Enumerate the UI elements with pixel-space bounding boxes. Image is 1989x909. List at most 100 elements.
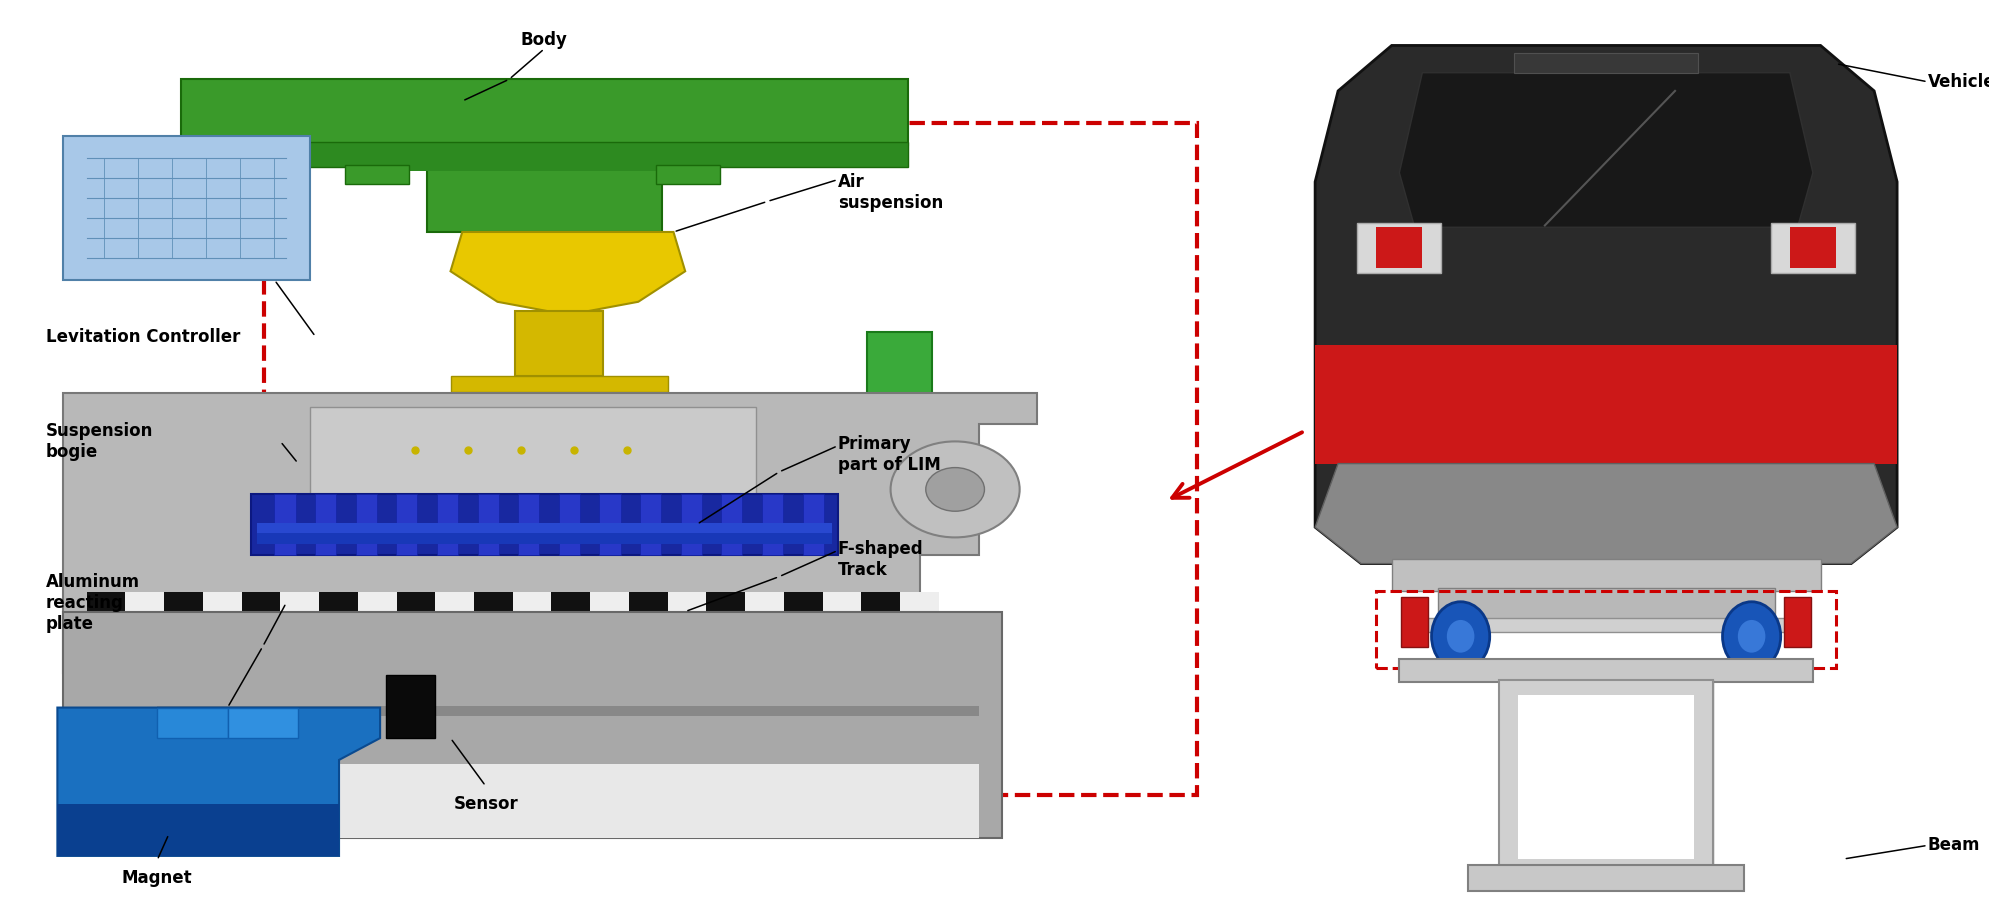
Bar xyxy=(473,593,513,612)
Polygon shape xyxy=(157,707,227,738)
Bar xyxy=(515,311,603,376)
Bar xyxy=(784,593,823,612)
Bar xyxy=(746,593,784,612)
Polygon shape xyxy=(559,494,581,554)
Bar xyxy=(251,494,837,554)
Bar xyxy=(861,408,937,424)
Bar xyxy=(157,705,979,716)
Text: Body: Body xyxy=(521,31,567,49)
Bar xyxy=(1400,659,1812,682)
Bar xyxy=(1392,559,1820,591)
Bar xyxy=(404,160,684,171)
Polygon shape xyxy=(762,494,784,554)
Polygon shape xyxy=(450,376,668,392)
Polygon shape xyxy=(722,494,742,554)
Bar xyxy=(1514,53,1699,73)
Polygon shape xyxy=(680,494,702,554)
Text: Vehicle: Vehicle xyxy=(1927,73,1989,91)
Polygon shape xyxy=(802,494,823,554)
Bar xyxy=(181,79,909,145)
Bar xyxy=(241,593,280,612)
Polygon shape xyxy=(1400,73,1812,227)
Bar xyxy=(358,593,396,612)
Polygon shape xyxy=(314,494,336,554)
Polygon shape xyxy=(64,612,1002,838)
Bar xyxy=(551,593,591,612)
Polygon shape xyxy=(1315,345,1898,464)
Circle shape xyxy=(925,467,985,511)
Polygon shape xyxy=(356,494,376,554)
Bar xyxy=(344,165,410,184)
Bar xyxy=(310,495,756,553)
Text: Levitation Controller: Levitation Controller xyxy=(46,327,241,345)
Text: Sensor: Sensor xyxy=(453,794,517,813)
Bar xyxy=(1770,223,1856,273)
Bar xyxy=(1356,223,1442,273)
Bar xyxy=(591,593,629,612)
Circle shape xyxy=(1738,620,1766,653)
Text: Beam: Beam xyxy=(1927,836,1981,854)
Polygon shape xyxy=(1315,45,1898,564)
Text: Primary
part of LIM: Primary part of LIM xyxy=(837,435,941,474)
Bar xyxy=(513,593,551,612)
Polygon shape xyxy=(227,707,298,738)
Polygon shape xyxy=(58,707,380,856)
Bar xyxy=(867,333,931,411)
Bar xyxy=(88,593,125,612)
Text: Magnet: Magnet xyxy=(121,869,193,887)
Polygon shape xyxy=(477,494,499,554)
Bar xyxy=(257,533,831,544)
Text: F-shaped
Track: F-shaped Track xyxy=(837,540,923,579)
Bar xyxy=(181,142,909,166)
Polygon shape xyxy=(438,494,457,554)
Polygon shape xyxy=(396,494,418,554)
Polygon shape xyxy=(519,494,539,554)
Bar xyxy=(1400,597,1428,647)
Bar xyxy=(157,764,979,838)
Bar xyxy=(1518,695,1695,859)
Bar xyxy=(436,593,473,612)
Bar xyxy=(1500,680,1541,873)
Bar xyxy=(1784,597,1812,647)
Polygon shape xyxy=(1315,464,1898,564)
Bar xyxy=(1376,227,1422,268)
Bar xyxy=(668,593,706,612)
Bar xyxy=(1414,618,1798,632)
Bar xyxy=(310,406,756,494)
Bar xyxy=(203,593,241,612)
Bar xyxy=(1468,865,1744,891)
Polygon shape xyxy=(450,232,684,315)
Polygon shape xyxy=(58,804,338,856)
Bar xyxy=(125,593,165,612)
Bar xyxy=(656,165,720,184)
Bar xyxy=(899,593,939,612)
Bar xyxy=(64,136,310,280)
Bar xyxy=(823,593,861,612)
Bar xyxy=(280,593,318,612)
Text: Suspension
bogie: Suspension bogie xyxy=(46,422,153,461)
Text: Air
suspension: Air suspension xyxy=(837,174,943,212)
Bar xyxy=(1500,680,1713,873)
Bar xyxy=(165,593,203,612)
Circle shape xyxy=(891,442,1020,537)
Bar xyxy=(318,593,358,612)
Bar xyxy=(1671,680,1713,873)
Bar xyxy=(396,593,436,612)
Bar xyxy=(386,675,436,738)
Bar xyxy=(1790,227,1836,268)
Text: Aluminum
reacting
plate: Aluminum reacting plate xyxy=(46,573,139,633)
Bar xyxy=(861,593,899,612)
Polygon shape xyxy=(599,494,621,554)
Bar xyxy=(629,593,668,612)
Bar xyxy=(428,164,662,232)
Bar xyxy=(257,523,831,533)
Bar xyxy=(1438,588,1774,623)
Circle shape xyxy=(1722,602,1780,671)
Polygon shape xyxy=(274,494,296,554)
Bar xyxy=(157,716,979,764)
Polygon shape xyxy=(64,394,1038,673)
Circle shape xyxy=(1432,602,1490,671)
Polygon shape xyxy=(640,494,660,554)
Circle shape xyxy=(1446,620,1474,653)
Bar xyxy=(706,593,746,612)
